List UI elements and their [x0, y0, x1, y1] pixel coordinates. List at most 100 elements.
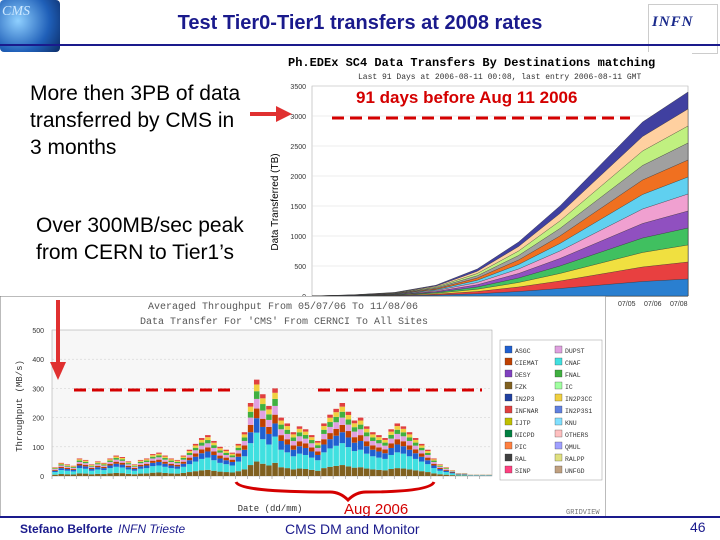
throughput-bar-segment [376, 469, 382, 476]
throughput-bar-segment [119, 473, 126, 476]
throughput-bar-segment [70, 467, 77, 468]
throughput-bar-segment [150, 472, 156, 476]
throughput-bar-segment [290, 469, 297, 476]
aug-2006-label: Aug 2006 [344, 501, 408, 518]
throughput-bar-segment [308, 447, 315, 452]
throughput-bar-segment [345, 431, 352, 438]
throughput-bar-segment [247, 432, 254, 444]
throughput-bar-segment [119, 460, 126, 463]
throughput-bar-segment [351, 467, 358, 476]
throughput-bar-segment [296, 432, 303, 437]
throughput-bar-segment [443, 467, 449, 469]
throughput-bar-segment [131, 466, 138, 468]
throughput-bar-segment [88, 466, 95, 468]
throughput-bar-segment [327, 422, 333, 427]
throughput-bar-segment [70, 474, 77, 476]
throughput-bar-segment [308, 435, 315, 438]
throughput-bar-segment [186, 452, 193, 455]
throughput-bar-segment [382, 458, 388, 471]
throughput-bar-segment [284, 433, 291, 440]
throughput-bar-segment [162, 455, 168, 457]
throughput-bar-segment [131, 464, 138, 465]
throughput-bar-segment [272, 436, 278, 463]
throughput-bar-segment [52, 474, 58, 476]
throughput-bar-segment [168, 461, 174, 464]
throughput-bar-segment [376, 457, 382, 470]
throughput-bar-segment [52, 467, 58, 469]
cms-logo [0, 0, 60, 52]
throughput-bar-segment [76, 458, 83, 460]
legend-swatch [554, 345, 563, 354]
throughput-bar-segment [76, 459, 83, 461]
throughput-bar-segment [388, 434, 394, 439]
throughput-bar-segment [131, 464, 138, 466]
throughput-bar-segment [180, 472, 187, 476]
throughput-bar-segment [260, 404, 266, 411]
throughput-bar-segment [400, 426, 407, 429]
throughput-bar-segment [327, 448, 333, 467]
throughput-bar-segment [382, 445, 388, 450]
throughput-bar-segment [357, 417, 364, 421]
throughput-bar-segment [357, 449, 364, 468]
throughput-bar-segment [357, 440, 364, 450]
throughput-bar-segment [101, 464, 107, 466]
throughput-bar-segment [272, 392, 278, 399]
throughput-bar-segment [52, 470, 58, 473]
throughput-bar-segment [198, 442, 205, 446]
throughput-bar-segment [162, 456, 168, 459]
throughput-bar-segment [211, 445, 217, 448]
throughput-bar-segment [198, 438, 205, 440]
throughput-bar-segment [315, 451, 321, 455]
throughput-bar-segment [70, 465, 77, 467]
throughput-bar-segment [388, 429, 394, 432]
throughput-bar-segment [302, 429, 309, 432]
throughput-bar-segment [437, 474, 443, 476]
throughput-bar-segment [272, 398, 278, 406]
throughput-bar-segment [235, 447, 242, 451]
legend-label: IC [565, 384, 573, 391]
throughput-bar-segment [156, 465, 162, 473]
throughput-bar-segment [58, 462, 64, 464]
throughput-bar-segment [52, 469, 58, 471]
throughput-bar-segment [235, 453, 242, 457]
throughput-bar-segment [174, 461, 181, 464]
throughput-bar-segment [113, 461, 119, 464]
throughput-bar-segment [192, 471, 199, 476]
throughput-bar-segment [162, 461, 168, 464]
throughput-bar-segment [217, 458, 223, 463]
throughput-bar-segment [95, 462, 101, 464]
throughput-bar-segment [278, 420, 284, 425]
throughput-bar-segment [198, 453, 205, 459]
throughput-bar-segment [143, 473, 150, 476]
throughput-bar-segment [241, 456, 248, 470]
throughput-bar-segment [406, 434, 413, 438]
throughput-bar-segment [302, 447, 309, 455]
footer-author: Stefano Belforte [20, 522, 113, 536]
footer-institute: INFN Trieste [118, 522, 186, 536]
bottom-ytick-label: 300 [32, 386, 44, 393]
throughput-bar-segment [412, 442, 419, 446]
throughput-bar-segment [412, 439, 419, 443]
legend-swatch [504, 429, 513, 438]
throughput-bar-segment [131, 474, 138, 476]
throughput-bar-segment [376, 447, 382, 452]
infn-logo-label: INFN [652, 14, 694, 30]
throughput-bar-segment [76, 468, 83, 474]
throughput-bar-segment [223, 457, 229, 461]
throughput-bar-segment [186, 449, 193, 452]
throughput-bar-segment [64, 468, 71, 471]
legend-swatch [504, 405, 513, 414]
throughput-bar-segment [388, 443, 394, 448]
note-data-volume: More then 3PB of data transferred by CMS… [30, 82, 241, 159]
top-ytick-label: 2500 [290, 144, 306, 151]
throughput-bar-segment [107, 459, 113, 461]
throughput-bar-segment [363, 468, 370, 476]
top-ytick-label: 3000 [290, 114, 306, 121]
throughput-bar-segment [327, 426, 333, 434]
throughput-bar-segment [406, 440, 413, 446]
throughput-bar-segment [192, 453, 199, 457]
throughput-bar-segment [357, 420, 364, 425]
throughput-bar-segment [296, 436, 303, 442]
throughput-bar-segment [88, 465, 95, 467]
throughput-bar-segment [205, 443, 211, 448]
